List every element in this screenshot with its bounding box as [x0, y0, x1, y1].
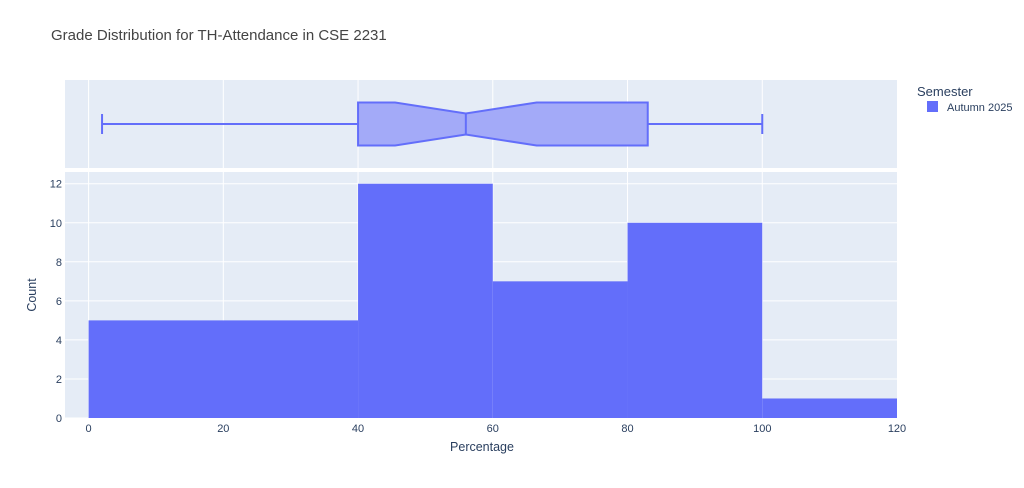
- chart-title: Grade Distribution for TH-Attendance in …: [51, 27, 387, 44]
- box-plot[interactable]: [101, 101, 764, 147]
- legend-item-label[interactable]: Autumn 2025: [947, 102, 1012, 114]
- x-tick-label: 60: [487, 423, 499, 435]
- x-tick-label: 20: [217, 423, 229, 435]
- histogram-bar[interactable]: [762, 398, 897, 418]
- box-body[interactable]: [357, 101, 649, 147]
- y-tick-label: 6: [56, 296, 62, 308]
- x-axis-ticks: 0 20 40 60 80 100 120: [86, 423, 907, 435]
- legend-swatch[interactable]: [927, 101, 938, 112]
- x-tick-label: 120: [888, 423, 906, 435]
- x-tick-label: 40: [352, 423, 364, 435]
- x-tick-label: 80: [621, 423, 633, 435]
- y-tick-label: 4: [56, 335, 62, 347]
- y-tick-label: 12: [50, 179, 62, 191]
- y-tick-label: 8: [56, 257, 62, 269]
- histogram-bar[interactable]: [88, 320, 359, 418]
- y-tick-label: 0: [56, 413, 62, 425]
- histogram-bar[interactable]: [358, 183, 493, 418]
- x-tick-label: 0: [86, 423, 92, 435]
- legend-title: Semester: [917, 84, 973, 99]
- y-tick-label: 2: [56, 374, 62, 386]
- histogram-bars[interactable]: [88, 183, 897, 418]
- y-axis-title: Count: [25, 278, 39, 312]
- x-tick-label: 100: [753, 423, 771, 435]
- x-axis-title: Percentage: [450, 440, 514, 454]
- histogram-bar[interactable]: [627, 222, 763, 418]
- y-axis-ticks: 0 2 4 6 8 10 12: [50, 179, 62, 425]
- legend[interactable]: Semester Autumn 2025: [917, 84, 1012, 114]
- histogram-bar[interactable]: [492, 281, 628, 418]
- y-tick-label: 10: [50, 218, 62, 230]
